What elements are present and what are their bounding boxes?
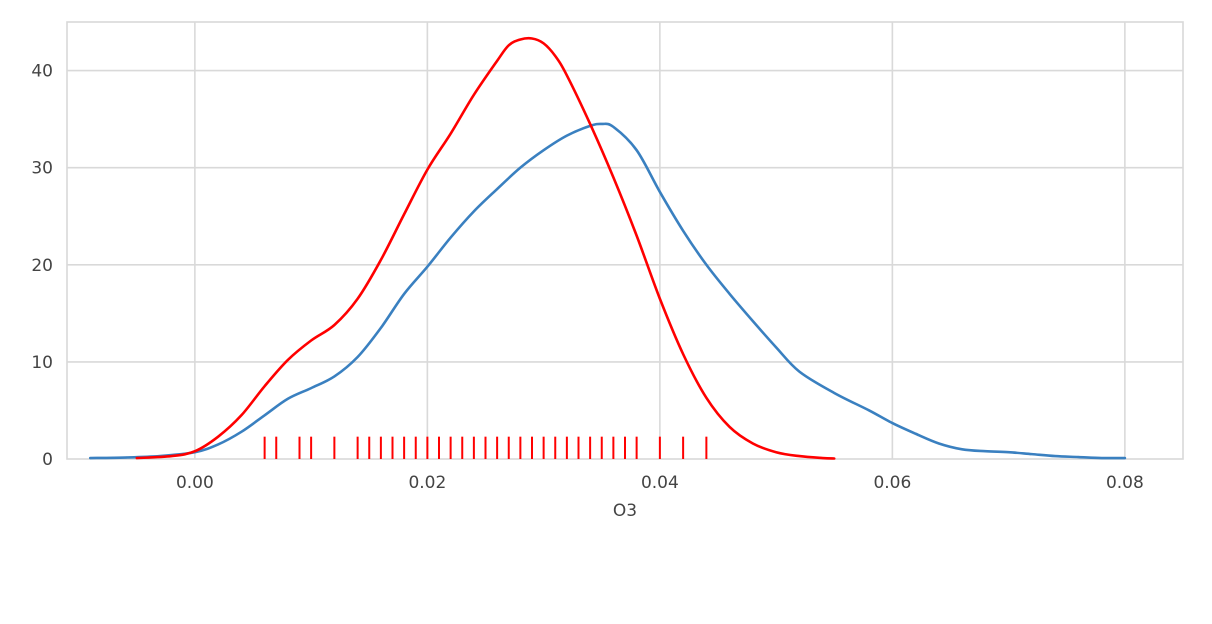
y-tick-label: 10 [31, 353, 53, 373]
y-tick-label: 40 [31, 62, 53, 82]
y-tick-label: 20 [31, 256, 53, 276]
x-tick-label: 0.00 [176, 473, 214, 493]
kde-line-blue [88, 122, 1127, 460]
y-tick-label: 30 [31, 159, 53, 179]
x-tick-label: 0.08 [1106, 473, 1144, 493]
y-gridlines [67, 69, 1183, 363]
y-tick-labels: 0 10 20 30 40 [31, 62, 53, 470]
plot-frame [66, 21, 1184, 460]
x-tick-label: 0.04 [641, 473, 679, 493]
kde-line-red [135, 36, 836, 460]
x-gridlines [194, 22, 1126, 459]
y-tick-label: 0 [42, 450, 53, 470]
x-tick-label: 0.06 [873, 473, 911, 493]
x-tick-label: 0.02 [408, 473, 446, 493]
x-axis-label: O3 [613, 501, 637, 521]
rug-layer [263, 436, 708, 459]
series-layer [88, 36, 1127, 460]
x-tick-labels: 0.00 0.02 0.04 0.06 0.08 [176, 473, 1144, 493]
